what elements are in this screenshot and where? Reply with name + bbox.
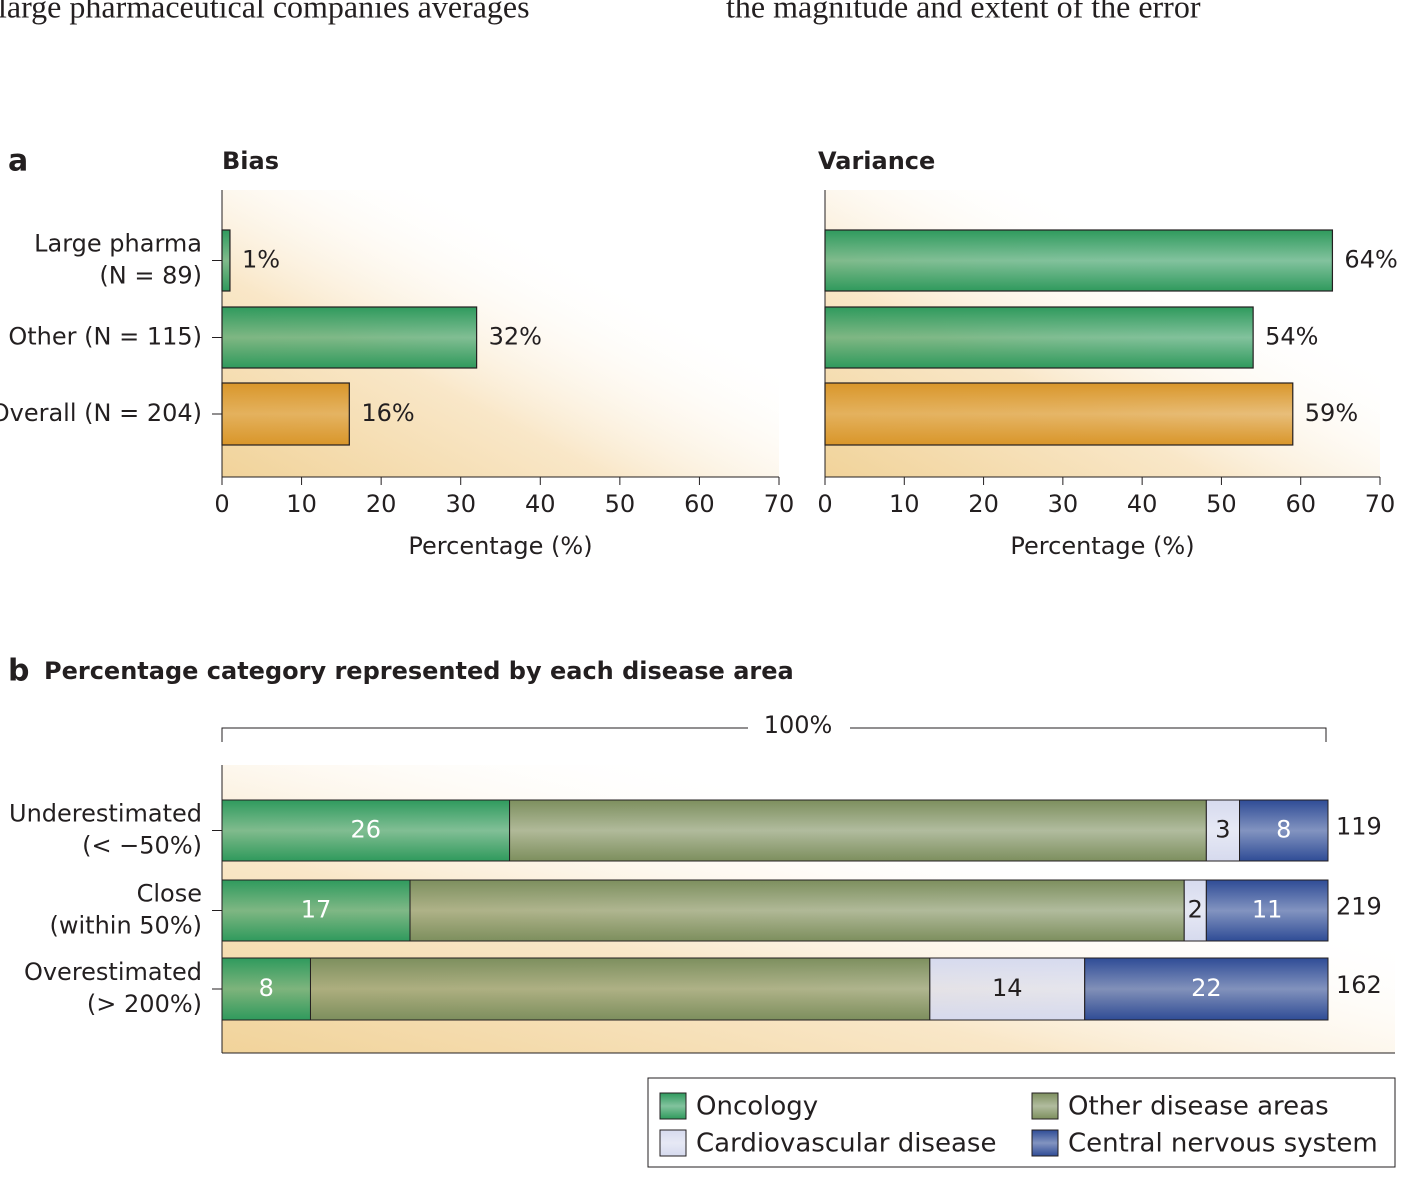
segment-label: 3: [1215, 816, 1230, 844]
y-tick-label: Close: [137, 880, 202, 908]
y-tick-label: Overestimated: [24, 958, 202, 986]
bar: [221, 229, 231, 292]
y-tick-label: (> 200%): [87, 990, 202, 1018]
bar-segment: [1205, 799, 1241, 862]
value-label: 1%: [242, 246, 280, 274]
y-tick-label: (within 50%): [50, 912, 203, 940]
segment-label: 14: [992, 974, 1023, 1002]
x-tick-label: 60: [1285, 490, 1316, 518]
segment-label: 8: [259, 974, 274, 1002]
segment-label: 22: [1191, 974, 1222, 1002]
legend-swatch: [659, 1129, 687, 1157]
x-tick-label: 20: [366, 490, 397, 518]
bar-segment: [309, 957, 931, 1021]
total-label: 219: [1336, 893, 1382, 921]
bar-segment: [509, 799, 1207, 862]
bar: [221, 306, 478, 369]
legend-label: Oncology: [696, 1092, 818, 1122]
segment-label: 11: [1252, 896, 1283, 924]
legend-swatch: [1031, 1092, 1059, 1120]
body-text: the magnitude and extent of the error: [726, 0, 1201, 24]
total-label: 162: [1336, 971, 1382, 999]
x-tick-label: 50: [1206, 490, 1237, 518]
y-tick-label: Large pharma: [34, 230, 202, 258]
chart-title: Bias: [222, 147, 279, 175]
bar: [221, 382, 350, 446]
bar-segment: [1205, 879, 1329, 942]
chart-title: Percentage category represented by each …: [44, 657, 794, 685]
legend-swatch: [1031, 1129, 1059, 1157]
chart-title: Variance: [818, 147, 935, 175]
bar-segment: [1084, 957, 1329, 1021]
body-text: large pharmaceutical companies averages: [0, 0, 530, 24]
segment-label: 17: [301, 896, 332, 924]
x-tick-label: 0: [817, 490, 832, 518]
segment-label: 2: [1188, 896, 1203, 924]
bar-segment: [221, 957, 311, 1021]
x-tick-label: 70: [764, 490, 795, 518]
segment-label: 26: [351, 816, 382, 844]
legend-swatch: [659, 1092, 687, 1120]
legend-label: Central nervous system: [1068, 1129, 1378, 1159]
x-tick-label: 40: [1127, 490, 1158, 518]
total-label: 119: [1336, 813, 1382, 841]
x-tick-label: 0: [214, 490, 229, 518]
x-tick-label: 50: [605, 490, 636, 518]
value-label: 59%: [1305, 399, 1358, 427]
y-tick-label: Other (N = 115): [8, 323, 202, 351]
y-tick-label: (< −50%): [82, 832, 202, 860]
bar-segment: [1239, 799, 1329, 862]
annotation: 100%: [764, 711, 833, 739]
value-label: 32%: [489, 323, 542, 351]
bar: [824, 382, 1294, 446]
y-tick-label: Overall (N = 204): [0, 399, 202, 427]
panel-label: b: [8, 654, 29, 689]
bar: [824, 229, 1334, 292]
x-tick-label: 10: [286, 490, 317, 518]
bar-segment: [929, 957, 1086, 1021]
bar-segment: [409, 879, 1185, 942]
y-tick-label: (N = 89): [99, 262, 202, 290]
value-label: 16%: [361, 399, 414, 427]
bracket: [221, 727, 1327, 742]
x-axis-label: Percentage (%): [1010, 532, 1194, 560]
value-label: 64%: [1344, 246, 1397, 274]
x-tick-label: 20: [968, 490, 999, 518]
x-tick-label: 40: [525, 490, 556, 518]
x-tick-label: 70: [1365, 490, 1396, 518]
bar-segment: [221, 799, 511, 862]
panel-label: a: [8, 144, 28, 179]
x-tick-label: 60: [684, 490, 715, 518]
legend-label: Other disease areas: [1068, 1092, 1329, 1122]
segment-label: 8: [1276, 816, 1291, 844]
x-tick-label: 30: [445, 490, 476, 518]
y-tick-label: Underestimated: [9, 800, 202, 828]
value-label: 54%: [1265, 323, 1318, 351]
legend-label: Cardiovascular disease: [696, 1129, 996, 1159]
x-tick-label: 30: [1048, 490, 1079, 518]
bar: [824, 306, 1254, 369]
legend-box: [647, 1077, 1396, 1168]
x-tick-label: 10: [889, 490, 920, 518]
x-axis-label: Percentage (%): [408, 532, 592, 560]
